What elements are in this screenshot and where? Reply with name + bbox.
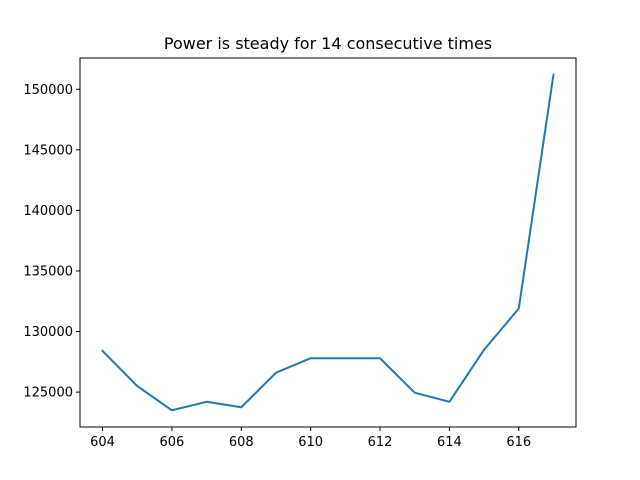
x-tick-label: 612 <box>368 435 393 450</box>
chart-title: Power is steady for 14 consecutive times <box>164 34 492 53</box>
x-tick-label: 606 <box>160 435 185 450</box>
x-tick-label: 616 <box>506 435 531 450</box>
x-tick-label: 614 <box>437 435 462 450</box>
x-tick-label: 608 <box>229 435 254 450</box>
y-tick-label: 130000 <box>23 325 73 340</box>
plot-area: 604 606 608 610 612 614 616 125000 130000 135000 1… <box>23 73 555 450</box>
axes-frame <box>79 57 577 428</box>
y-tick-label: 150000 <box>23 83 73 98</box>
x-tick-label: 604 <box>90 435 115 450</box>
y-tick-label: 145000 <box>23 143 73 158</box>
x-tick-label: 610 <box>298 435 323 450</box>
series-line-power <box>101 73 555 412</box>
y-tick-label: 135000 <box>23 264 73 279</box>
y-tick-label: 140000 <box>23 204 73 219</box>
y-tick-label: 125000 <box>23 386 73 401</box>
